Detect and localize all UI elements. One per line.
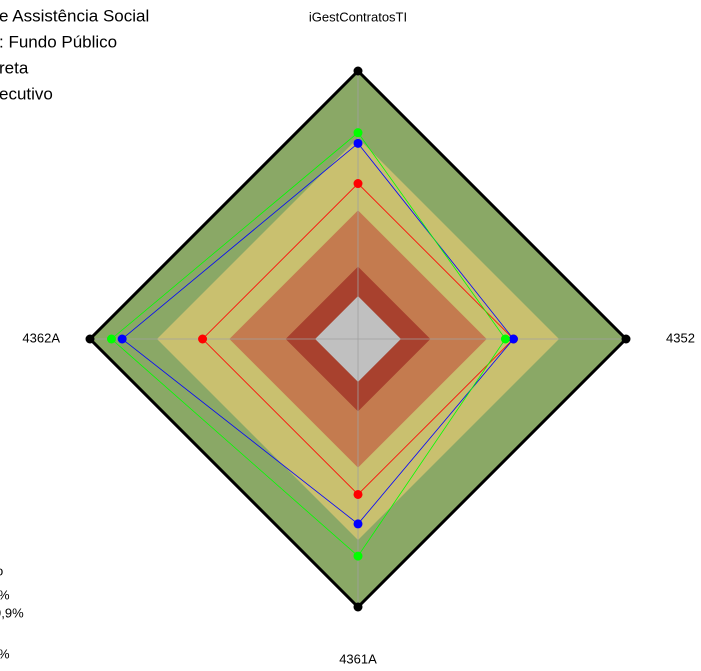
data-point [353,489,363,499]
data-point [508,334,518,344]
data-point [353,128,363,138]
axis-end-dot [621,334,631,344]
axis-label: iGestContratosTI [309,9,407,24]
legend-text: o [0,563,3,578]
legend-text: % [0,646,10,661]
data-point [106,334,116,344]
data-point [353,519,363,529]
data-point [353,551,363,561]
legend-text: ecutivo [0,84,53,103]
data-point [198,334,208,344]
data-point [353,138,363,148]
data-point [117,334,127,344]
axis-end-dot [353,602,363,612]
axis-label: 4361A [339,651,377,666]
legend-text: 9,9% [0,605,24,620]
legend-text: % [0,587,10,602]
axis-end-dot [85,334,95,344]
axis-label: 4362A [22,330,60,345]
data-point [353,179,363,189]
data-point [500,334,510,344]
legend-text: : Fundo Público [0,32,117,51]
legend-text: e Assistência Social [0,6,149,25]
axis-label: 4352 [666,330,695,345]
axis-end-dot [353,66,363,76]
legend-text: reta [0,58,29,77]
